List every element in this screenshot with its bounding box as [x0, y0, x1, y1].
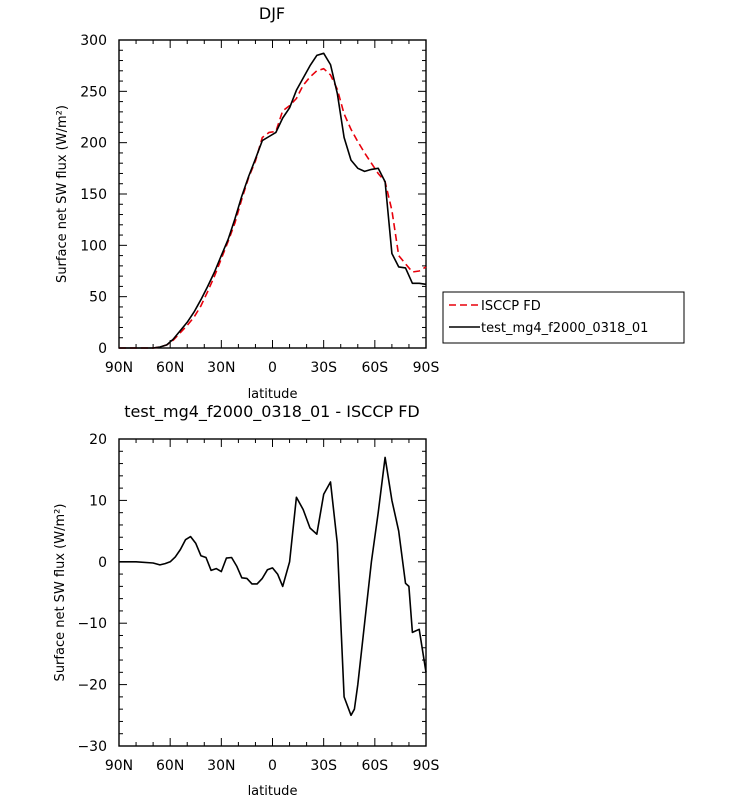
legend-entry-0: ISCCP FD — [481, 299, 541, 314]
top-y-tick-label: 50 — [89, 290, 107, 306]
bottom-y-tick-label: 0 — [98, 555, 107, 571]
bottom-x-tick-label: 90S — [413, 758, 440, 774]
top-x-axis-label: latitude — [248, 387, 298, 402]
top-x-tick-label: 60N — [156, 360, 184, 376]
top-y-tick-label: 100 — [80, 238, 107, 254]
top-x-tick-label: 90S — [413, 360, 440, 376]
bottom-x-tick-label: 90N — [105, 758, 133, 774]
top-series-line-1 — [119, 52, 427, 349]
top-series-line-0 — [119, 67, 427, 349]
bottom-plot-frame — [118, 438, 427, 747]
bottom-series-line-0 — [119, 456, 427, 717]
top-y-tick-label: 300 — [80, 33, 107, 49]
bottom-y-tick-label: −30 — [77, 739, 107, 755]
bottom-x-tick-label: 0 — [268, 758, 277, 774]
bottom-x-tick-label: 30S — [310, 758, 337, 774]
bottom-y-tick-label: −10 — [77, 616, 107, 632]
bottom-y-tick-label: 20 — [89, 432, 107, 448]
top-x-tick-label: 30N — [207, 360, 235, 376]
top-x-tick-label: 30S — [310, 360, 337, 376]
bottom-x-axis-label: latitude — [248, 784, 298, 799]
bottom-x-tick-label: 60N — [156, 758, 184, 774]
top-x-tick-label: 0 — [268, 360, 277, 376]
bottom-y-axis-label: Surface net SW flux (W/m²) — [53, 504, 68, 682]
top-y-tick-label: 0 — [98, 341, 107, 357]
bottom-chart-title: test_mg4_f2000_0318_01 - ISCCP FD — [124, 402, 420, 422]
legend-entry-1: test_mg4_f2000_0318_01 — [481, 321, 648, 336]
top-y-tick-label: 150 — [80, 187, 107, 203]
top-chart-title: DJF — [259, 4, 285, 23]
top-y-tick-label: 250 — [80, 84, 107, 100]
bottom-y-tick-label: −20 — [77, 678, 107, 694]
legend: ISCCP FD test_mg4_f2000_0318_01 — [442, 291, 685, 344]
bottom-x-tick-label: 60S — [361, 758, 388, 774]
bottom-x-tick-label: 30N — [207, 758, 235, 774]
top-plot-frame — [118, 39, 427, 349]
top-x-tick-label: 90N — [105, 360, 133, 376]
top-y-axis-label: Surface net SW flux (W/m²) — [55, 105, 70, 283]
legend-box — [442, 291, 685, 344]
top-x-tick-label: 60S — [361, 360, 388, 376]
bottom-y-tick-label: 10 — [89, 493, 107, 509]
top-y-tick-label: 200 — [80, 136, 107, 152]
